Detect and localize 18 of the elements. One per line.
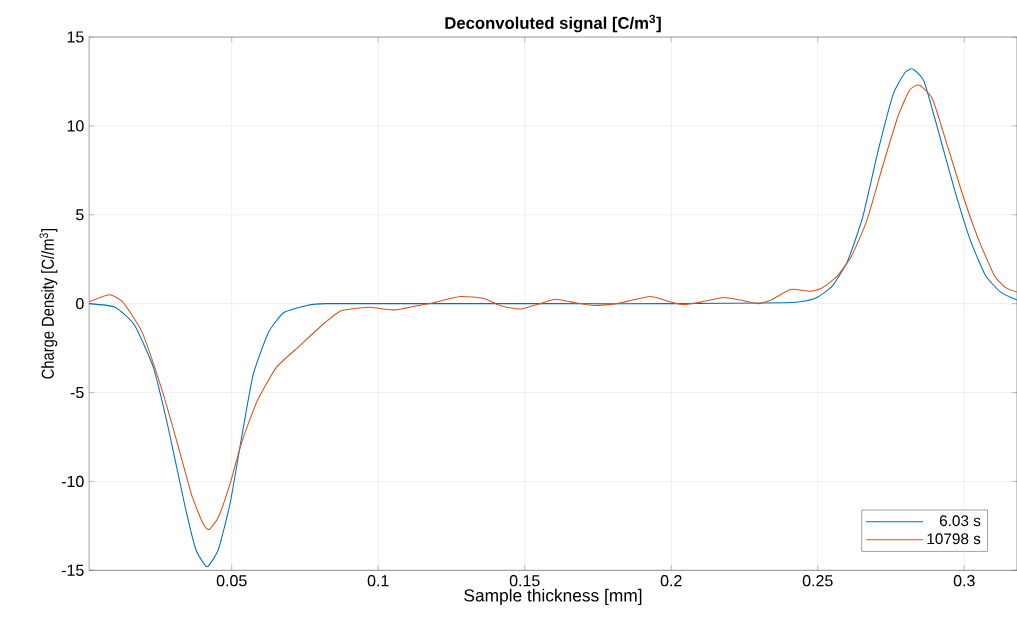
x-tick-label: 0.2 bbox=[660, 575, 682, 587]
x-tick-label: 0.15 bbox=[509, 575, 540, 587]
y-tick-label: 5 bbox=[76, 209, 84, 221]
x-tick-label: 0.25 bbox=[802, 575, 833, 587]
y-tick-label: 0 bbox=[76, 297, 84, 310]
legend-label: 10798 s bbox=[927, 533, 981, 545]
y-tick-label: 15 bbox=[67, 31, 84, 43]
legend-label: 6.03 s bbox=[939, 515, 981, 527]
x-axis-title: Sample thickness [mm] bbox=[464, 588, 642, 605]
y-axis-title: Charge Density [C//m$^{3}$] bbox=[39, 229, 58, 379]
y-tick-label: -15 bbox=[61, 564, 84, 576]
chart-title: Deconvoluted signal [C/m$^{3}$] bbox=[445, 14, 661, 33]
y-tick-label: 10 bbox=[67, 120, 84, 132]
x-tick-label: 0.3 bbox=[953, 575, 975, 587]
x-tick-label: 0.1 bbox=[367, 575, 389, 587]
y-tick-label: -10 bbox=[61, 475, 84, 488]
x-tick-label: 0.05 bbox=[216, 575, 247, 587]
y-tick-label: -5 bbox=[70, 386, 84, 399]
